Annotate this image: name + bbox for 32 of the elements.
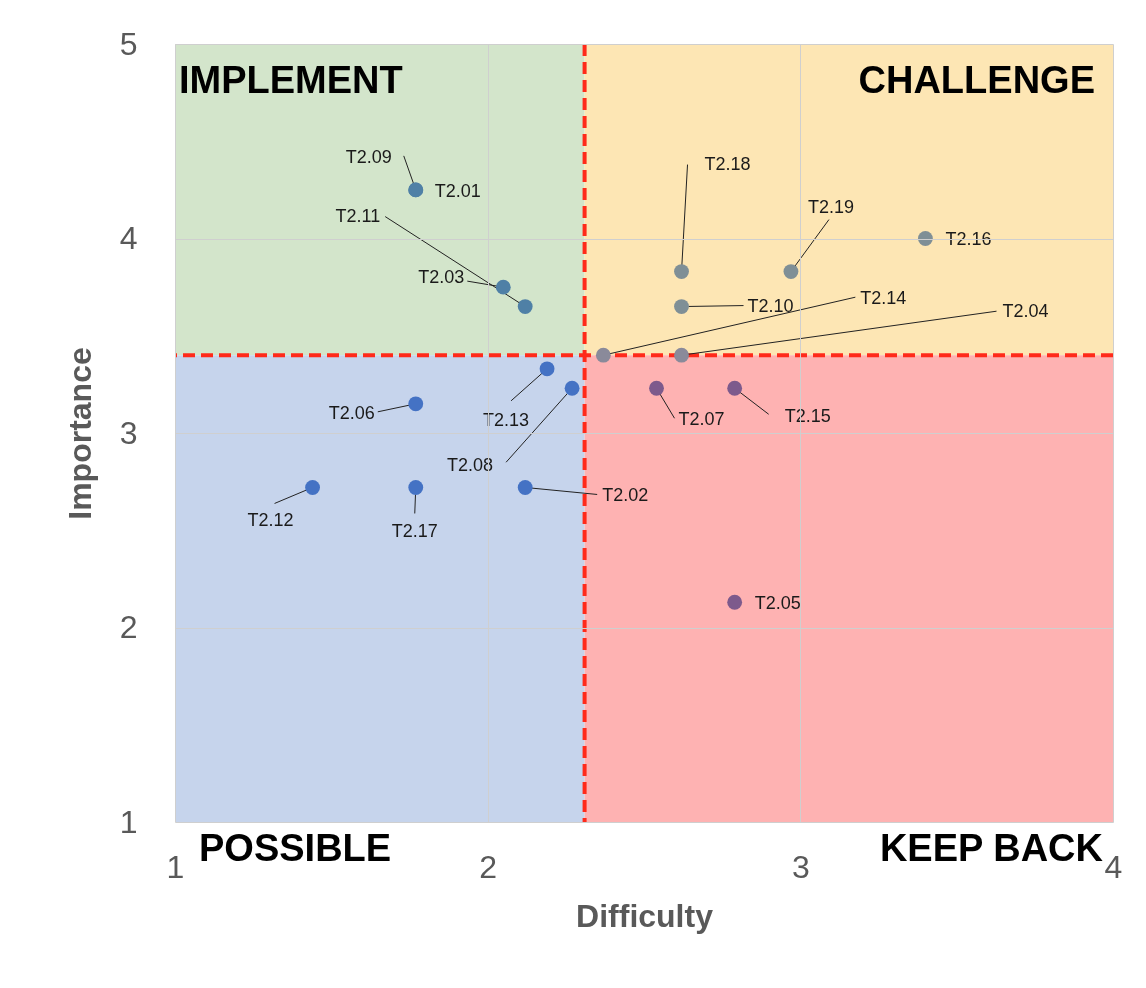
annotation: IMPLEMENT [179, 59, 403, 101]
annotation: T2.01 [434, 180, 481, 201]
annotation: T2.09 [345, 146, 392, 167]
y-tick-label: 5 [119, 25, 138, 62]
annotation: T2.05 [754, 593, 801, 614]
annotation: T2.04 [1002, 301, 1049, 322]
annotation: T2.08 [447, 455, 494, 476]
annotation: T2.11 [335, 205, 381, 226]
annotation: CHALLENGE [858, 59, 1095, 101]
y-tick-label: 3 [119, 414, 138, 451]
text: POSSIBLE [199, 827, 392, 869]
x-tick-label: 3 [791, 848, 810, 885]
annotation: T2.07 [678, 409, 725, 430]
text: KEEP BACK [879, 827, 1104, 869]
y-tick-label: 1 [119, 803, 138, 840]
annotation: T2.15 [784, 406, 831, 427]
y-axis-title: Importance [61, 347, 98, 520]
annotation: T2.14 [860, 288, 907, 309]
x-tick-label: 1 [166, 848, 185, 885]
x-tick-label: 4 [1104, 848, 1123, 885]
annotation: T2.10 [747, 295, 794, 316]
annotation: T2.19 [807, 196, 854, 217]
annotation: T2.03 [418, 267, 465, 288]
y-tick-label: 2 [119, 609, 138, 645]
annotation: T2.02 [602, 485, 649, 506]
y-tick-label: 4 [119, 220, 138, 256]
annotation: T2.12 [247, 510, 294, 531]
x-tick-label: 2 [479, 848, 498, 885]
annotation: T2.06 [328, 402, 375, 423]
x-axis-title: Difficulty [576, 897, 714, 934]
annotation: T2.18 [704, 153, 751, 174]
annotation: T2.17 [391, 521, 438, 542]
